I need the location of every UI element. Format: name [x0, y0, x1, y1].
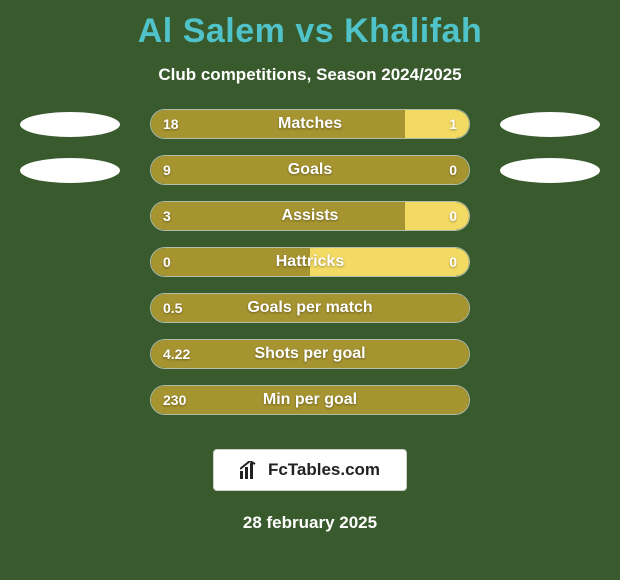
- stat-bar-left: [151, 156, 469, 184]
- page-title: Al Salem vs Khalifah: [10, 12, 610, 51]
- stat-bar-left: [151, 202, 405, 230]
- stat-row: Assists30: [10, 201, 610, 233]
- date-text: 28 february 2025: [10, 513, 610, 533]
- stat-bar-left: [151, 294, 469, 322]
- stat-bar-right: [405, 202, 469, 230]
- subtitle: Club competitions, Season 2024/2025: [10, 65, 610, 85]
- stats-container: Matches181 Goals90 Assists30 Hattricks00 Goa…: [10, 109, 610, 417]
- player-left-name: Al Salem: [138, 12, 286, 50]
- stat-row: Matches181: [10, 109, 610, 141]
- stat-bar-right: [405, 110, 469, 138]
- stat-bar-left: [151, 340, 469, 368]
- team-logo-left: [20, 112, 120, 137]
- stat-bar: Assists30: [150, 201, 470, 231]
- stat-row: Min per goal230: [10, 385, 610, 417]
- stat-bar: Min per goal230: [150, 385, 470, 415]
- team-logo-right: [500, 158, 600, 183]
- stat-bar-right: [310, 248, 469, 276]
- stat-bar: Hattricks00: [150, 247, 470, 277]
- stat-bar-left: [151, 248, 310, 276]
- attribution-badge: FcTables.com: [213, 449, 407, 491]
- stat-bar-left: [151, 386, 469, 414]
- stat-bar: Goals90: [150, 155, 470, 185]
- team-logo-right: [500, 112, 600, 137]
- stat-row: Hattricks00: [10, 247, 610, 279]
- player-right-name: Khalifah: [344, 12, 482, 50]
- comparison-card: Al Salem vs Khalifah Club competitions, …: [0, 0, 620, 580]
- stat-bar: Goals per match0.5: [150, 293, 470, 323]
- attribution-text: FcTables.com: [268, 460, 380, 480]
- stat-bar: Matches181: [150, 109, 470, 139]
- stat-row: Goals per match0.5: [10, 293, 610, 325]
- stat-bar: Shots per goal4.22: [150, 339, 470, 369]
- stat-row: Goals90: [10, 155, 610, 187]
- team-logo-left: [20, 158, 120, 183]
- vs-separator: vs: [295, 12, 334, 50]
- chart-icon: [240, 461, 260, 479]
- stat-bar-left: [151, 110, 405, 138]
- stat-row: Shots per goal4.22: [10, 339, 610, 371]
